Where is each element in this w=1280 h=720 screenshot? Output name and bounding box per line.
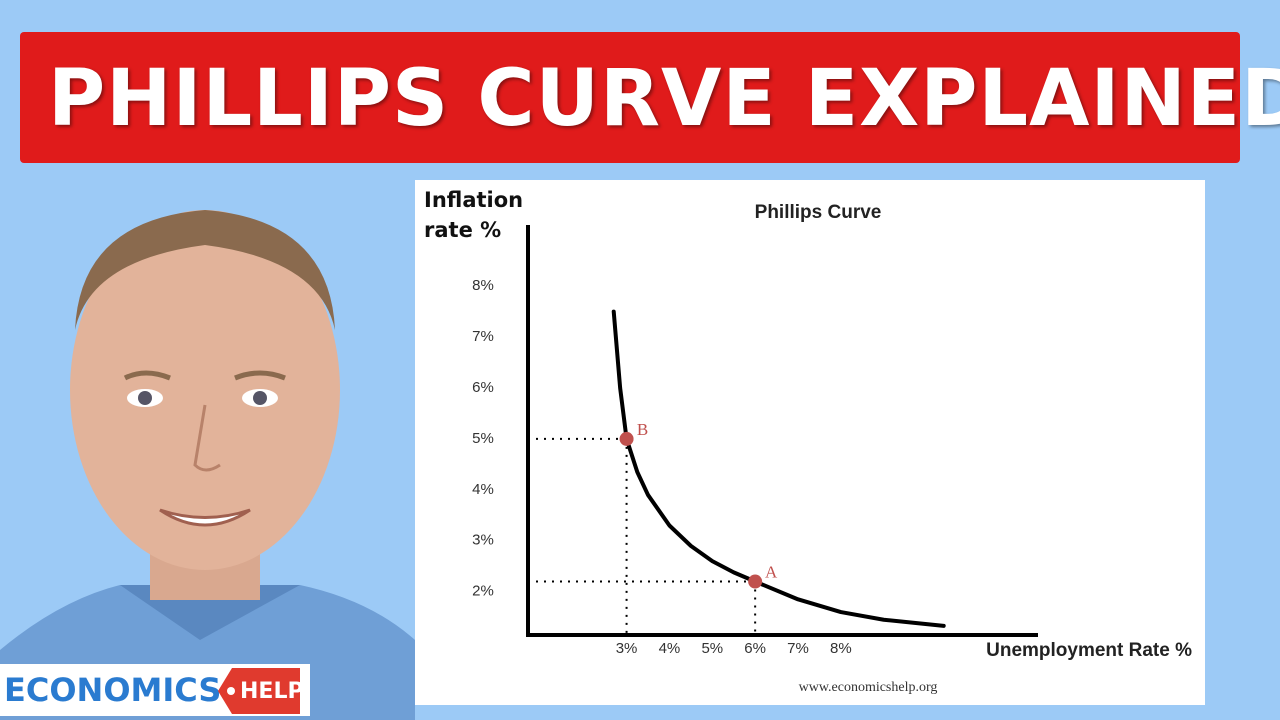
chart-title: Phillips Curve [755, 202, 882, 223]
point [748, 574, 763, 589]
banner: PHILLIPS CURVE EXPLAINED [20, 32, 1280, 163]
y-tick-label: 7% [472, 328, 494, 345]
y-tick-label: 6% [472, 379, 494, 396]
presenter [0, 210, 415, 720]
x-tick-label: 4% [659, 640, 681, 657]
point-label: B [637, 420, 648, 439]
source: www.economicshelp.org [799, 680, 938, 695]
x-tick-label: 5% [701, 640, 723, 657]
x-tick-label: 8% [830, 640, 852, 657]
chart-panel [415, 180, 1205, 705]
logo: ECONOMICS HELP [0, 664, 310, 716]
y-tick-label: 8% [472, 277, 494, 294]
x-tick-label: 3% [616, 640, 638, 657]
x-tick-label: 7% [787, 640, 809, 657]
logo-left: ECONOMICS [4, 671, 221, 709]
y-tick-label: 4% [472, 481, 494, 498]
point-label: A [765, 562, 778, 581]
banner-title: PHILLIPS CURVE EXPLAINED [48, 54, 1280, 144]
y-tick-label: 3% [472, 532, 494, 549]
x-tick-label: 6% [744, 640, 766, 657]
x-axis-label: Unemployment Rate % [986, 640, 1192, 661]
point [619, 431, 634, 446]
y-tick-label: 5% [472, 430, 494, 447]
y-tick-label: 2% [472, 583, 494, 600]
logo-right: HELP [240, 679, 304, 704]
y-axis-label: Inflation rate % [424, 188, 524, 242]
